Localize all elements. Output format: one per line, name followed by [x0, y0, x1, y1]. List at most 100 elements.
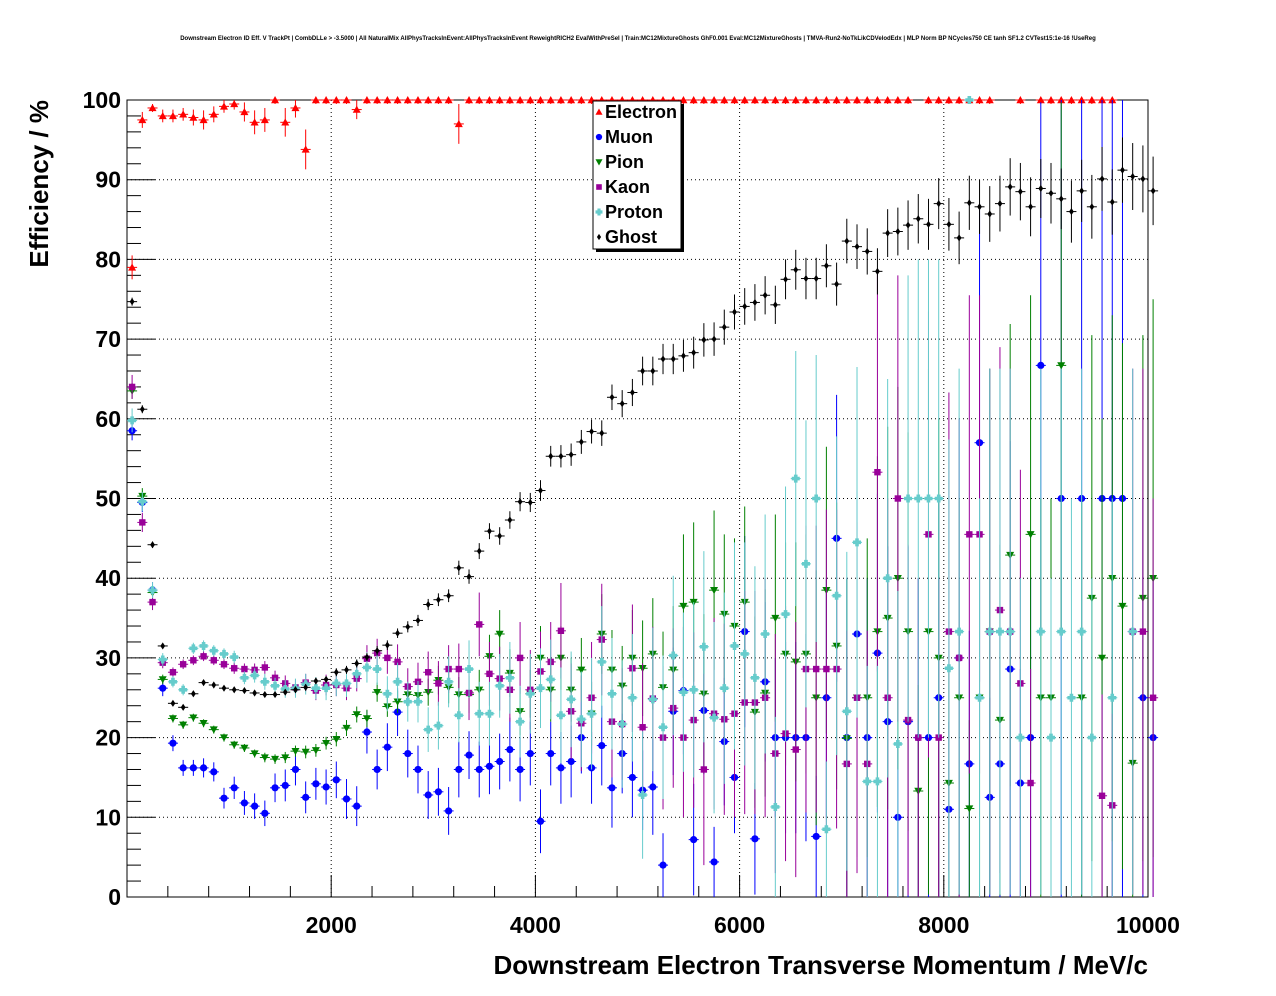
marker	[730, 641, 739, 650]
data-point	[770, 716, 781, 897]
marker	[750, 96, 759, 104]
marker	[844, 237, 850, 245]
data-point	[1097, 694, 1108, 897]
data-point	[964, 175, 975, 230]
marker	[740, 649, 749, 658]
data-point	[1005, 368, 1016, 895]
marker	[445, 807, 453, 815]
marker	[395, 629, 400, 637]
data-points	[127, 96, 1159, 897]
data-point	[821, 761, 832, 897]
marker	[281, 754, 290, 762]
legend-entry-ghost: Ghost	[596, 227, 657, 247]
data-point	[453, 560, 464, 576]
marker	[434, 721, 443, 730]
data-point	[984, 186, 995, 242]
marker	[160, 642, 166, 650]
data-point	[157, 642, 168, 650]
data-point	[852, 224, 863, 269]
data-point	[719, 96, 730, 104]
data-point	[729, 294, 740, 330]
marker	[262, 690, 268, 699]
data-point	[178, 759, 189, 776]
data-point	[208, 681, 219, 689]
data-point	[188, 713, 199, 722]
data-point	[259, 800, 270, 827]
marker	[301, 145, 310, 153]
data-point	[147, 103, 158, 112]
series-proton	[127, 96, 1138, 897]
data-point	[1015, 578, 1026, 897]
marker	[455, 765, 463, 774]
marker	[1089, 203, 1095, 211]
data-point	[392, 662, 403, 701]
marker	[373, 765, 381, 774]
data-point	[453, 688, 464, 743]
data-point	[239, 686, 250, 695]
data-point	[698, 323, 709, 357]
data-point	[994, 175, 1005, 232]
marker	[516, 654, 524, 662]
data-point	[167, 699, 178, 707]
marker	[516, 96, 525, 104]
data-point	[729, 96, 740, 104]
marker	[260, 115, 269, 124]
marker	[1047, 96, 1056, 104]
data-point	[321, 736, 332, 750]
data-point	[576, 429, 587, 454]
data-point	[749, 566, 760, 790]
data-point	[596, 606, 607, 718]
marker	[210, 768, 218, 776]
marker	[516, 765, 524, 774]
data-point	[984, 96, 995, 104]
x-tick-label: 4000	[510, 912, 561, 938]
marker	[322, 684, 331, 693]
x-tick-label: 8000	[918, 912, 969, 938]
marker	[904, 96, 913, 104]
data-point	[310, 767, 321, 800]
data-point	[974, 179, 985, 234]
data-point	[382, 640, 393, 650]
data-point	[443, 787, 454, 835]
data-point	[566, 651, 577, 748]
data-point	[617, 390, 628, 418]
marker	[679, 602, 688, 611]
data-point	[402, 621, 413, 633]
data-point	[1066, 498, 1077, 897]
marker	[179, 764, 187, 772]
marker	[801, 559, 810, 568]
marker	[476, 621, 483, 628]
data-point	[474, 592, 485, 657]
marker	[465, 751, 473, 759]
marker	[485, 709, 494, 718]
marker	[272, 690, 278, 699]
data-point	[831, 262, 842, 306]
data-point	[127, 408, 138, 433]
marker	[589, 427, 594, 436]
data-point	[137, 492, 148, 512]
marker	[1087, 733, 1096, 742]
marker	[139, 519, 146, 526]
marker	[291, 747, 300, 756]
data-point	[525, 492, 536, 513]
marker	[863, 96, 872, 104]
data-point	[872, 665, 883, 897]
marker	[128, 416, 137, 425]
marker	[362, 96, 371, 104]
marker	[383, 743, 391, 751]
data-point	[351, 659, 362, 668]
data-point	[208, 762, 219, 782]
data-point	[862, 228, 873, 275]
marker	[823, 262, 829, 270]
marker	[1007, 183, 1013, 191]
marker	[230, 741, 239, 749]
data-point	[790, 96, 801, 104]
data-point	[688, 96, 699, 104]
marker	[425, 600, 431, 609]
data-point	[882, 378, 893, 778]
marker	[220, 794, 228, 802]
data-point	[249, 668, 260, 683]
data-point	[259, 752, 270, 763]
data-point	[739, 542, 750, 766]
data-point	[658, 343, 669, 375]
